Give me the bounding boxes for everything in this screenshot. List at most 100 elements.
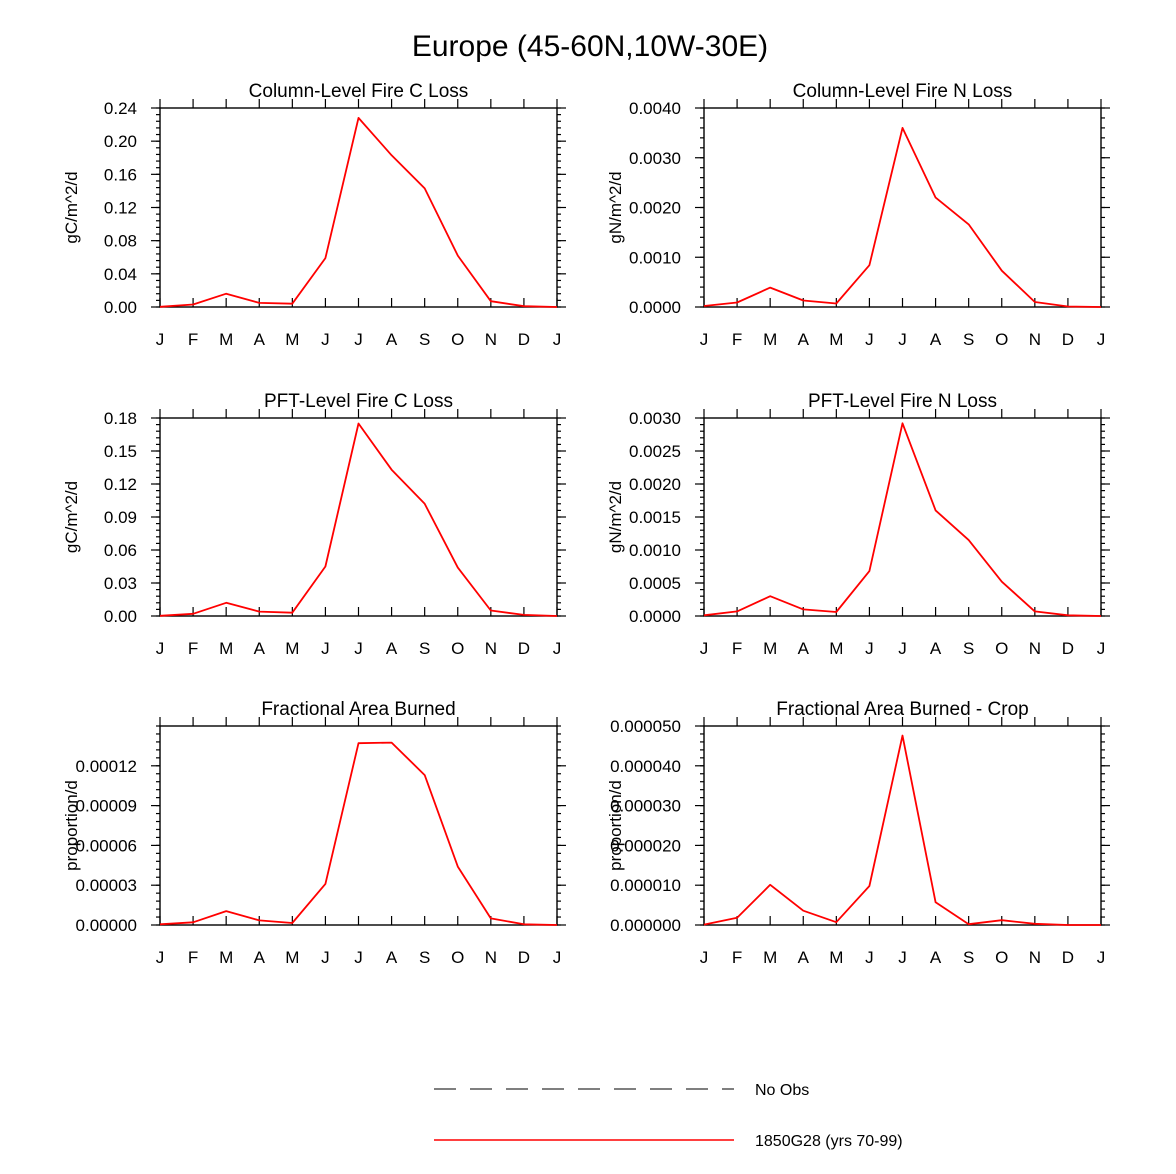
x-tick-label: J	[700, 948, 709, 967]
x-tick-label: M	[763, 948, 777, 967]
x-tick-label: S	[419, 639, 430, 658]
x-tick-label: J	[898, 639, 907, 658]
series-line-1	[159, 741, 558, 926]
legend: No Obs 1850G28 (yrs 70-99)	[434, 1082, 903, 1150]
x-tick-label: M	[219, 330, 233, 349]
x-tick-label: S	[963, 330, 974, 349]
x-tick-label: A	[930, 948, 942, 967]
x-tick-label: O	[995, 330, 1008, 349]
x-tick-label: S	[963, 639, 974, 658]
x-tick-label: J	[1097, 330, 1106, 349]
y-tick-label: 0.0040	[629, 99, 681, 118]
y-tick-label: 0.0000	[629, 607, 681, 626]
x-tick-label: M	[763, 639, 777, 658]
plot-frame	[703, 725, 1102, 926]
x-tick-label: J	[553, 330, 562, 349]
x-tick-label: J	[321, 639, 330, 658]
panel-title: Fractional Area Burned - Crop	[776, 699, 1028, 720]
y-tick-label: 0.000030	[610, 797, 681, 816]
y-tick-label: 0.18	[104, 409, 137, 428]
y-tick-label: 0.06	[104, 541, 137, 560]
x-tick-label: F	[188, 330, 198, 349]
x-tick-label: A	[930, 330, 942, 349]
y-tick-label: 0.0015	[629, 508, 681, 527]
x-tick-label: J	[553, 948, 562, 967]
y-tick-label: 0.12	[104, 475, 137, 494]
panel-title: Column-Level Fire N Loss	[793, 81, 1013, 102]
x-tick-label: O	[451, 330, 464, 349]
plot-frame	[703, 417, 1102, 617]
y-tick-label: 0.12	[104, 199, 137, 218]
x-tick-label: J	[354, 639, 363, 658]
x-tick-label: J	[700, 639, 709, 658]
series-line-1	[159, 422, 558, 617]
x-tick-label: N	[485, 330, 497, 349]
x-tick-label: O	[995, 948, 1008, 967]
x-tick-label: M	[763, 330, 777, 349]
x-tick-label: M	[829, 639, 843, 658]
x-tick-label: D	[1062, 948, 1074, 967]
x-tick-label: N	[1029, 948, 1041, 967]
y-tick-label: 0.0000	[629, 298, 681, 317]
x-tick-label: F	[732, 948, 742, 967]
x-tick-label: M	[829, 330, 843, 349]
y-tick-label: 0.000020	[610, 836, 681, 855]
y-tick-label: 0.08	[104, 232, 137, 251]
y-tick-label: 0.000040	[610, 757, 681, 776]
x-tick-label: J	[1097, 948, 1106, 967]
y-axis-label: gN/m^2/d	[606, 481, 625, 553]
x-tick-label: O	[451, 639, 464, 658]
series-line-1	[703, 734, 1101, 926]
plot-frame	[159, 107, 558, 308]
y-tick-label: 0.0020	[629, 199, 681, 218]
legend-label-no-obs: No Obs	[755, 1082, 809, 1099]
y-tick-label: 0.00009	[76, 797, 137, 816]
y-tick-label: 0.000010	[610, 876, 681, 895]
x-tick-label: A	[386, 639, 398, 658]
x-tick-label: M	[285, 330, 299, 349]
panel-title: PFT-Level Fire N Loss	[808, 391, 997, 412]
x-tick-label: J	[865, 330, 874, 349]
x-tick-label: J	[156, 948, 165, 967]
y-tick-label: 0.04	[104, 265, 137, 284]
x-tick-label: A	[386, 330, 398, 349]
y-tick-label: 0.00012	[76, 757, 137, 776]
y-tick-label: 0.0030	[629, 149, 681, 168]
y-tick-label: 0.00003	[76, 876, 137, 895]
x-tick-label: A	[930, 639, 942, 658]
x-tick-label: N	[485, 948, 497, 967]
plot-frame	[703, 107, 1102, 308]
x-tick-label: A	[798, 948, 810, 967]
y-tick-label: 0.00006	[76, 836, 137, 855]
x-tick-label: O	[451, 948, 464, 967]
x-tick-label: J	[321, 948, 330, 967]
x-tick-label: J	[156, 639, 165, 658]
x-tick-label: J	[156, 330, 165, 349]
x-tick-label: M	[219, 948, 233, 967]
x-tick-label: J	[321, 330, 330, 349]
x-tick-label: J	[354, 948, 363, 967]
y-tick-label: 0.0020	[629, 475, 681, 494]
x-tick-label: J	[898, 330, 907, 349]
y-tick-label: 0.09	[104, 508, 137, 527]
x-tick-label: D	[1062, 330, 1074, 349]
x-tick-label: J	[1097, 639, 1106, 658]
x-tick-label: A	[798, 330, 810, 349]
x-tick-label: D	[518, 330, 530, 349]
x-tick-label: S	[419, 948, 430, 967]
panel-title: Fractional Area Burned	[261, 699, 455, 720]
series-line-1	[159, 117, 558, 308]
x-tick-label: M	[285, 639, 299, 658]
y-tick-label: 0.03	[104, 574, 137, 593]
y-tick-label: 0.15	[104, 442, 137, 461]
y-axis-label: proportion/d	[62, 780, 81, 871]
x-tick-label: M	[219, 639, 233, 658]
y-tick-label: 0.0005	[629, 574, 681, 593]
series-line-1	[703, 422, 1102, 617]
series-line-1	[703, 127, 1102, 308]
